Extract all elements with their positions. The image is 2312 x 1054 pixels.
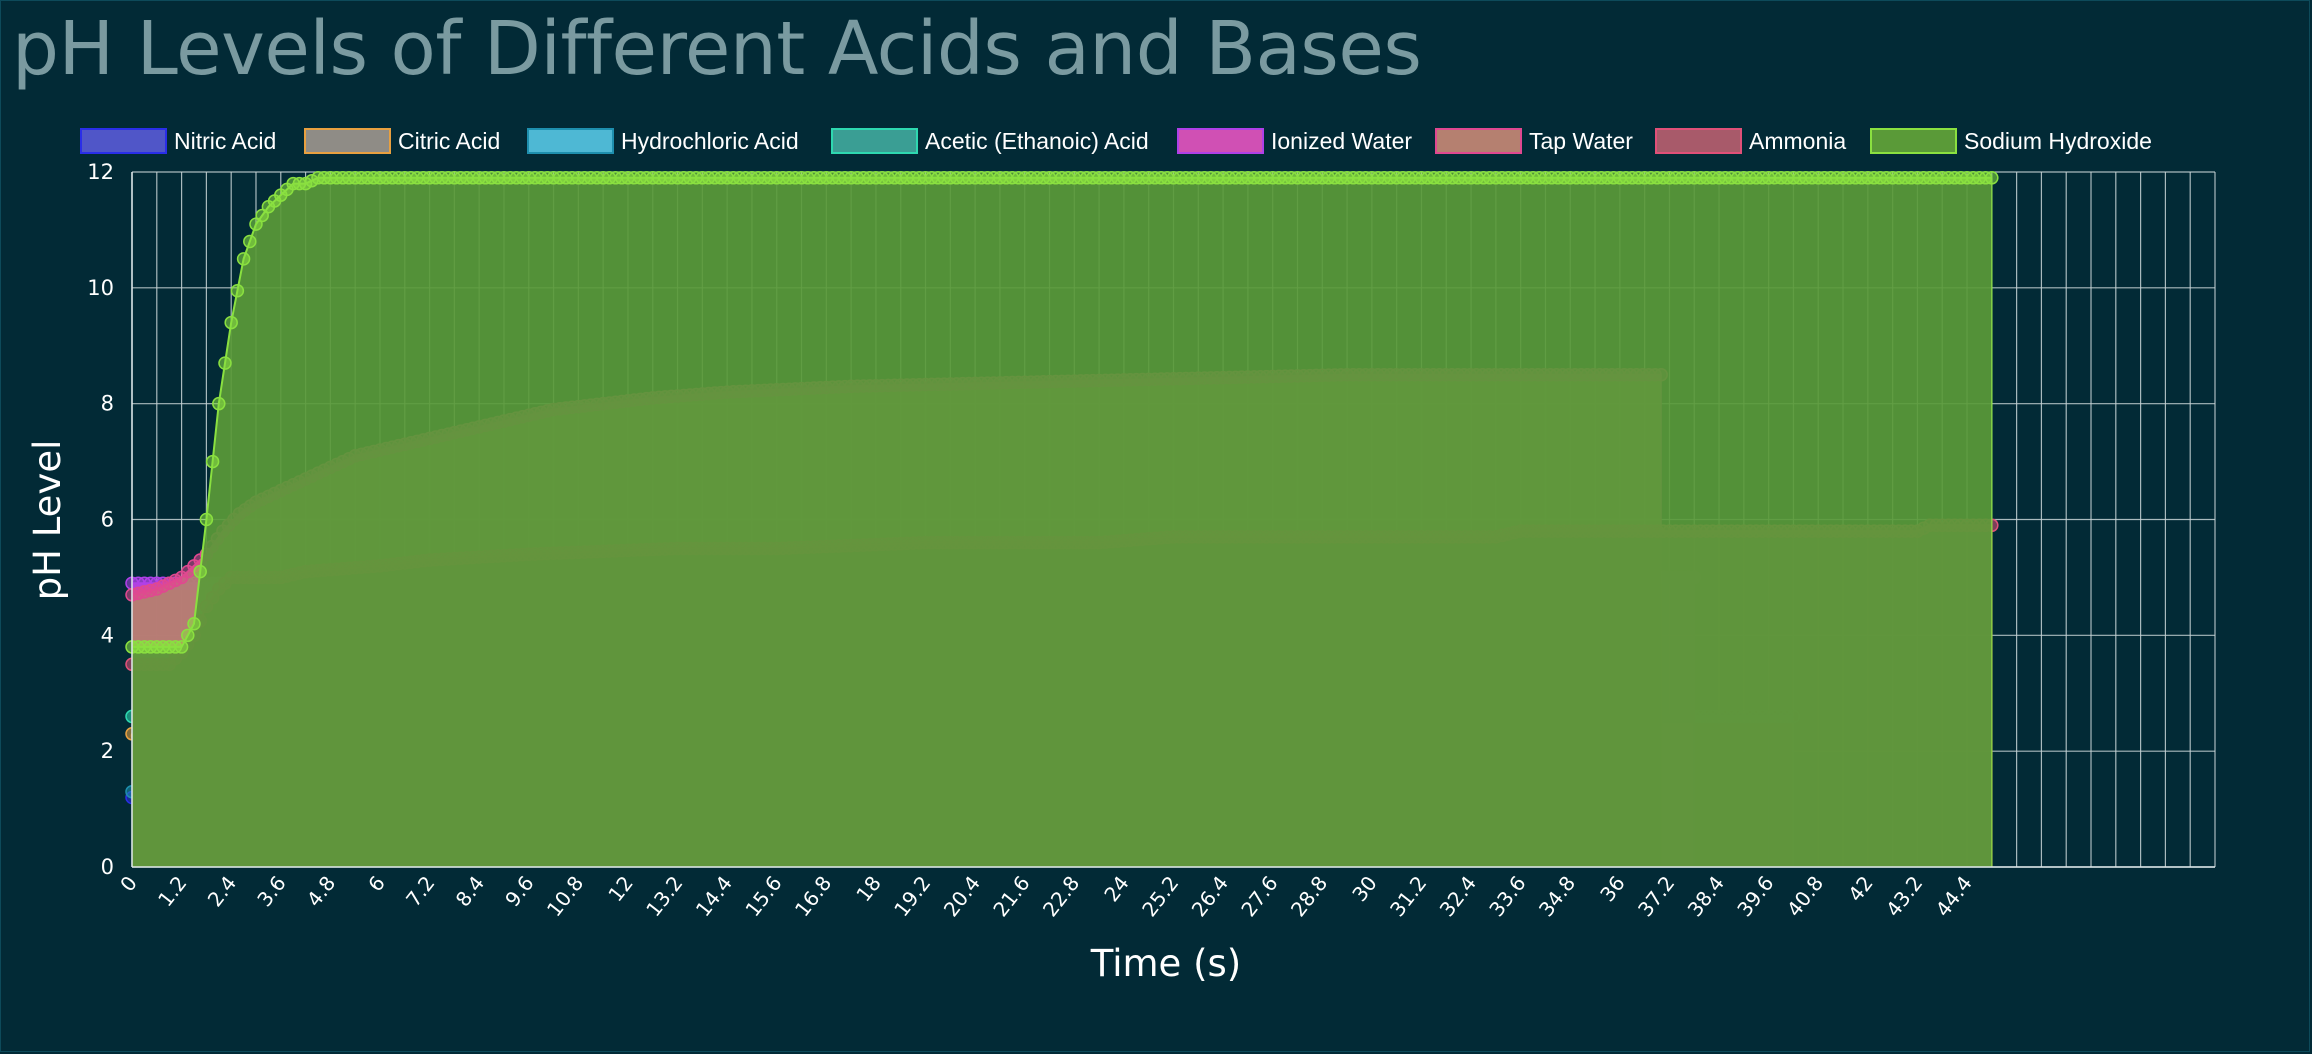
x-tick-label: 14.4 bbox=[691, 871, 737, 921]
data-point bbox=[243, 234, 257, 249]
legend-item: Ionized Water bbox=[1177, 128, 1412, 154]
data-point bbox=[1985, 171, 1999, 185]
legend-swatch bbox=[80, 128, 167, 154]
legend-swatch bbox=[1655, 128, 1742, 154]
x-tick-label: 3.6 bbox=[252, 871, 290, 911]
legend-swatch bbox=[831, 128, 918, 154]
x-tick-label: 28.8 bbox=[1286, 871, 1332, 921]
y-tick-label: 6 bbox=[101, 508, 114, 532]
legend-label: Hydrochloric Acid bbox=[621, 128, 799, 154]
x-tick-label: 40.8 bbox=[1782, 871, 1828, 921]
chart-title: pH Levels of Different Acids and Bases bbox=[12, 6, 1422, 92]
y-tick-label: 4 bbox=[101, 623, 114, 647]
legend-label: Ionized Water bbox=[1271, 128, 1412, 154]
x-axis-title: Time (s) bbox=[1090, 942, 1241, 985]
legend-item: Hydrochloric Acid bbox=[527, 128, 799, 154]
legend-label: Nitric Acid bbox=[174, 128, 276, 154]
x-tick-label: 21.6 bbox=[988, 871, 1034, 921]
data-point bbox=[212, 396, 226, 411]
x-tick-label: 1.2 bbox=[153, 871, 191, 911]
legend-swatch bbox=[304, 128, 391, 154]
x-tick-label: 24 bbox=[1099, 871, 1134, 906]
data-point bbox=[230, 283, 245, 298]
legend-item: Sodium Hydroxide bbox=[1870, 128, 2152, 154]
x-tick-label: 32.4 bbox=[1435, 871, 1481, 921]
data-point bbox=[218, 356, 232, 370]
x-tick-label: 2.4 bbox=[203, 871, 241, 911]
y-tick-label: 2 bbox=[101, 739, 114, 763]
legend-label: Citric Acid bbox=[398, 128, 500, 154]
x-tick-label: 8.4 bbox=[451, 871, 489, 911]
x-tick-label: 10.8 bbox=[542, 871, 588, 921]
x-tick-label: 22.8 bbox=[1038, 871, 1084, 921]
legend-item: Nitric Acid bbox=[80, 128, 276, 154]
legend-swatch bbox=[1177, 128, 1264, 154]
x-tick-label: 16.8 bbox=[790, 871, 836, 921]
x-tick-label: 30 bbox=[1347, 871, 1382, 906]
x-tick-label: 25.2 bbox=[1137, 871, 1183, 921]
x-tick-label: 26.4 bbox=[1187, 871, 1233, 921]
x-tick-label: 36 bbox=[1595, 871, 1630, 906]
x-tick-label: 42 bbox=[1843, 871, 1878, 906]
x-tick-label: 39.6 bbox=[1732, 871, 1778, 921]
x-tick-label: 27.6 bbox=[1236, 871, 1282, 921]
x-tick-label: 7.2 bbox=[401, 871, 439, 911]
x-tick-label: 0 bbox=[115, 871, 142, 896]
y-tick-label: 10 bbox=[87, 276, 114, 300]
legend-item: Citric Acid bbox=[304, 128, 500, 154]
x-tick-label: 44.4 bbox=[1931, 871, 1977, 921]
x-tick-label: 37.2 bbox=[1633, 871, 1679, 921]
x-tick-label: 6 bbox=[363, 871, 390, 896]
legend-item: Tap Water bbox=[1435, 128, 1633, 154]
series-sodium-hydroxide bbox=[125, 171, 1999, 867]
x-tick-label: 18 bbox=[851, 871, 886, 906]
data-point bbox=[236, 252, 251, 266]
x-tick-label: 19.2 bbox=[889, 871, 935, 921]
x-tick-label: 33.6 bbox=[1484, 871, 1530, 921]
x-tick-label: 38.4 bbox=[1683, 871, 1729, 921]
y-tick-label: 12 bbox=[87, 160, 114, 184]
legend-label: Sodium Hydroxide bbox=[1964, 128, 2152, 154]
legend-label: Acetic (Ethanoic) Acid bbox=[925, 128, 1149, 154]
data-point bbox=[174, 640, 189, 654]
data-point bbox=[224, 315, 238, 330]
legend-label: Tap Water bbox=[1529, 128, 1633, 154]
data-point bbox=[199, 512, 214, 527]
x-tick-label: 34.8 bbox=[1534, 871, 1580, 921]
data-point bbox=[187, 617, 201, 631]
data-point bbox=[205, 454, 220, 469]
legend: Nitric Acid Citric Acid Hydrochloric Acid A… bbox=[80, 128, 2152, 154]
legend-label: Ammonia bbox=[1749, 128, 1846, 154]
x-tick-label: 4.8 bbox=[302, 871, 340, 911]
x-tick-label: 13.2 bbox=[641, 871, 687, 921]
series-area bbox=[132, 177, 1992, 867]
x-tick-label: 15.6 bbox=[740, 871, 786, 921]
x-tick-label: 31.2 bbox=[1385, 871, 1431, 921]
legend-swatch bbox=[1870, 128, 1957, 154]
y-tick-label: 0 bbox=[101, 855, 114, 879]
x-tick-label: 12 bbox=[603, 871, 638, 906]
legend-swatch bbox=[1435, 128, 1522, 154]
data-point bbox=[181, 628, 195, 643]
legend-item: Ammonia bbox=[1655, 128, 1846, 154]
y-axis-title: pH Level bbox=[26, 440, 69, 601]
x-tick-label: 20.4 bbox=[939, 871, 985, 921]
y-tick-label: 8 bbox=[101, 392, 114, 416]
x-tick-label: 9.6 bbox=[500, 871, 538, 911]
x-tick-label: 43.2 bbox=[1881, 871, 1927, 921]
legend-item: Acetic (Ethanoic) Acid bbox=[831, 128, 1149, 154]
data-point bbox=[193, 564, 207, 579]
legend-swatch bbox=[527, 128, 614, 154]
